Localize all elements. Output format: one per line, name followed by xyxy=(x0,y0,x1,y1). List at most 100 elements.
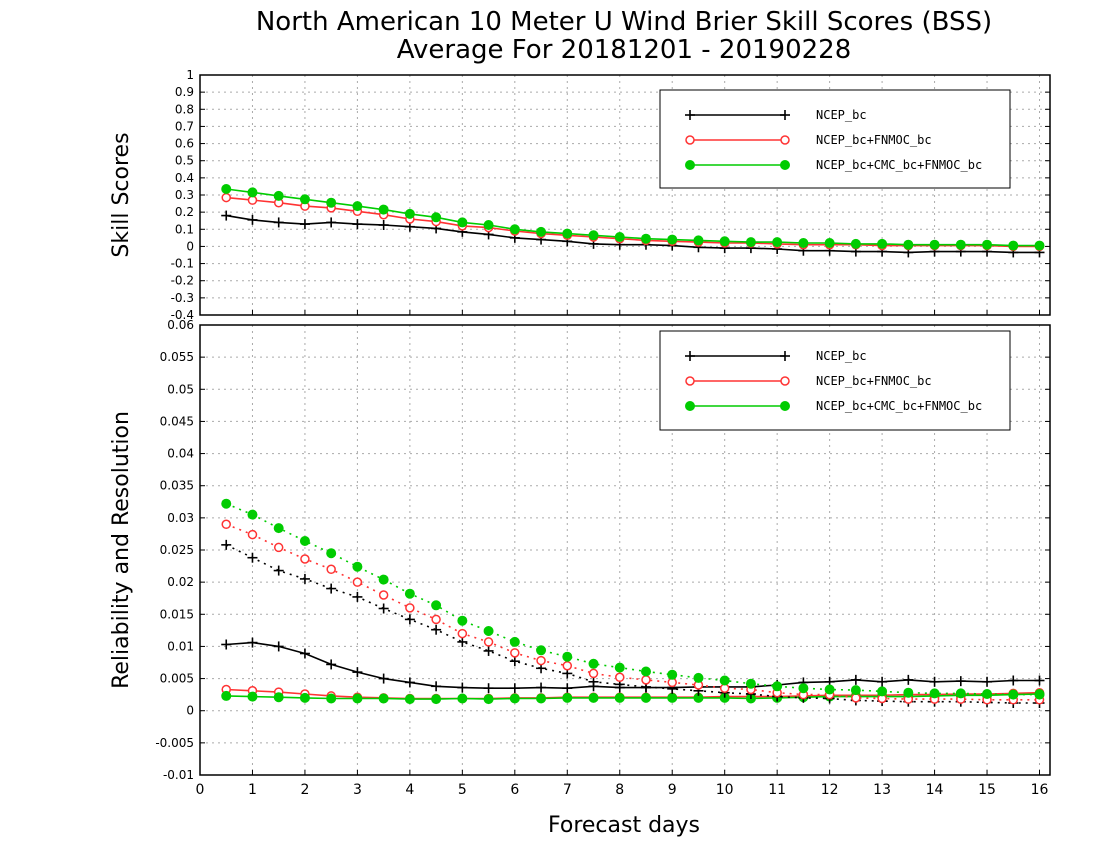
series-ncep-bc xyxy=(221,210,1045,258)
legend-label: NCEP_bc xyxy=(816,349,867,363)
marker-open-circle xyxy=(247,529,258,540)
x-tick-label: 10 xyxy=(716,782,734,798)
marker-filled-circle xyxy=(982,689,993,699)
marker-filled-circle xyxy=(378,574,389,585)
marker-filled-circle xyxy=(640,233,651,244)
y-axis-label: Reliability and Resolution xyxy=(109,411,134,689)
marker-open-circle xyxy=(536,655,546,666)
y-tick-label: -0.3 xyxy=(171,291,194,305)
marker-filled-circle xyxy=(955,239,966,250)
x-tick-label: 2 xyxy=(300,782,309,798)
marker-filled-circle xyxy=(685,160,695,170)
marker-filled-circle xyxy=(877,238,888,249)
marker-open-circle xyxy=(405,603,415,613)
marker-filled-circle xyxy=(352,693,363,704)
x-tick-label: 6 xyxy=(510,782,519,798)
marker-filled-circle xyxy=(221,690,232,701)
marker-filled-circle xyxy=(404,588,415,599)
marker-open-circle xyxy=(431,614,441,625)
y-tick-label: 0.015 xyxy=(160,607,194,621)
marker-open-circle xyxy=(685,135,695,145)
marker-filled-circle xyxy=(536,645,547,656)
y-tick-label: 0.03 xyxy=(167,511,194,525)
y-tick-label: 0.04 xyxy=(167,447,194,461)
legend-label: NCEP_bc+CMC_bc+FNMOC_bc xyxy=(816,399,982,413)
marker-filled-circle xyxy=(798,683,809,694)
series-line xyxy=(225,502,1040,696)
marker-filled-circle xyxy=(903,687,914,698)
marker-filled-circle xyxy=(850,685,861,696)
marker-filled-circle xyxy=(326,197,337,208)
legend-label: NCEP_bc xyxy=(816,108,867,122)
marker-open-circle xyxy=(483,637,494,647)
series-ncep-bc-fnmoc-bc xyxy=(221,192,1045,252)
y-tick-label: 0.8 xyxy=(175,102,194,116)
series-reliability-ncep-bc xyxy=(221,637,1045,694)
marker-filled-circle xyxy=(614,232,625,242)
y-tick-label: 0.06 xyxy=(167,318,194,332)
marker-filled-circle xyxy=(929,239,940,250)
marker-open-circle xyxy=(352,577,363,587)
marker-filled-circle xyxy=(273,523,284,534)
marker-filled-circle xyxy=(352,201,363,212)
marker-filled-circle xyxy=(221,184,232,194)
series-line xyxy=(226,641,1040,690)
marker-filled-circle xyxy=(536,226,547,237)
marker-filled-circle xyxy=(326,548,337,559)
marker-open-circle xyxy=(300,554,310,564)
marker-filled-circle xyxy=(247,187,258,198)
marker-filled-circle xyxy=(457,217,468,228)
y-tick-label: 0.055 xyxy=(160,350,194,364)
x-tick-label: 1 xyxy=(248,782,257,798)
marker-filled-circle xyxy=(824,684,835,695)
marker-filled-circle xyxy=(719,236,730,247)
legend-label: NCEP_bc+FNMOC_bc xyxy=(816,133,932,147)
y-tick-label: -0.4 xyxy=(171,308,194,322)
legend-item: NCEP_bc xyxy=(685,108,867,122)
marker-filled-circle xyxy=(404,694,415,705)
y-tick-label: 0.035 xyxy=(160,479,194,493)
marker-filled-circle xyxy=(483,626,494,636)
y-tick-label: 0.9 xyxy=(175,85,194,99)
marker-filled-circle xyxy=(903,239,914,250)
marker-filled-circle xyxy=(483,694,494,705)
marker-filled-circle xyxy=(247,509,258,520)
marker-filled-circle xyxy=(273,692,284,703)
marker-filled-circle xyxy=(614,662,625,673)
y-tick-label: 0.025 xyxy=(160,543,194,557)
marker-filled-circle xyxy=(588,230,599,241)
legend-item: NCEP_bc+CMC_bc+FNMOC_bc xyxy=(685,399,982,413)
marker-filled-circle xyxy=(588,658,599,669)
marker-open-circle xyxy=(221,192,231,203)
marker-filled-circle xyxy=(221,498,232,509)
y-axis-label: Skill Scores xyxy=(109,132,134,257)
marker-filled-circle xyxy=(431,694,442,705)
marker-filled-circle xyxy=(982,239,993,250)
x-tick-label: 9 xyxy=(668,782,677,798)
marker-open-circle xyxy=(685,376,695,386)
marker-filled-circle xyxy=(850,238,861,249)
series-ncep-bc-cmc-bc-fnmoc-bc xyxy=(221,184,1045,251)
marker-filled-circle xyxy=(667,234,678,245)
marker-filled-circle xyxy=(431,212,442,223)
x-tick-label: 15 xyxy=(978,782,996,798)
marker-filled-circle xyxy=(772,681,783,692)
reliability-resolution-panel: 0.060.0550.050.0450.040.0350.030.0250.02… xyxy=(109,318,1051,798)
x-axis-label: Forecast days xyxy=(548,813,700,838)
marker-filled-circle xyxy=(772,237,783,248)
marker-filled-circle xyxy=(955,688,966,699)
marker-filled-circle xyxy=(745,678,756,689)
marker-filled-circle xyxy=(798,238,809,248)
marker-open-circle xyxy=(780,135,790,145)
skill-scores-panel: 1 0.9 0.8 0.7 0.6 0.5 0.4 0.3 0.2 0.1 0 -0.1 -0.2 -0.… xyxy=(109,68,1051,322)
marker-filled-circle xyxy=(378,204,389,215)
marker-filled-circle xyxy=(352,561,363,572)
y-tick-label: 0.1 xyxy=(175,222,194,236)
legend-item: NCEP_bc+CMC_bc+FNMOC_bc xyxy=(685,158,982,172)
x-tick-label: 13 xyxy=(873,782,891,798)
marker-filled-circle xyxy=(562,228,573,239)
y-tick-label: 0 xyxy=(186,239,194,253)
y-tick-label: 0 xyxy=(186,704,194,718)
y-tick-label: 0.045 xyxy=(160,414,194,428)
